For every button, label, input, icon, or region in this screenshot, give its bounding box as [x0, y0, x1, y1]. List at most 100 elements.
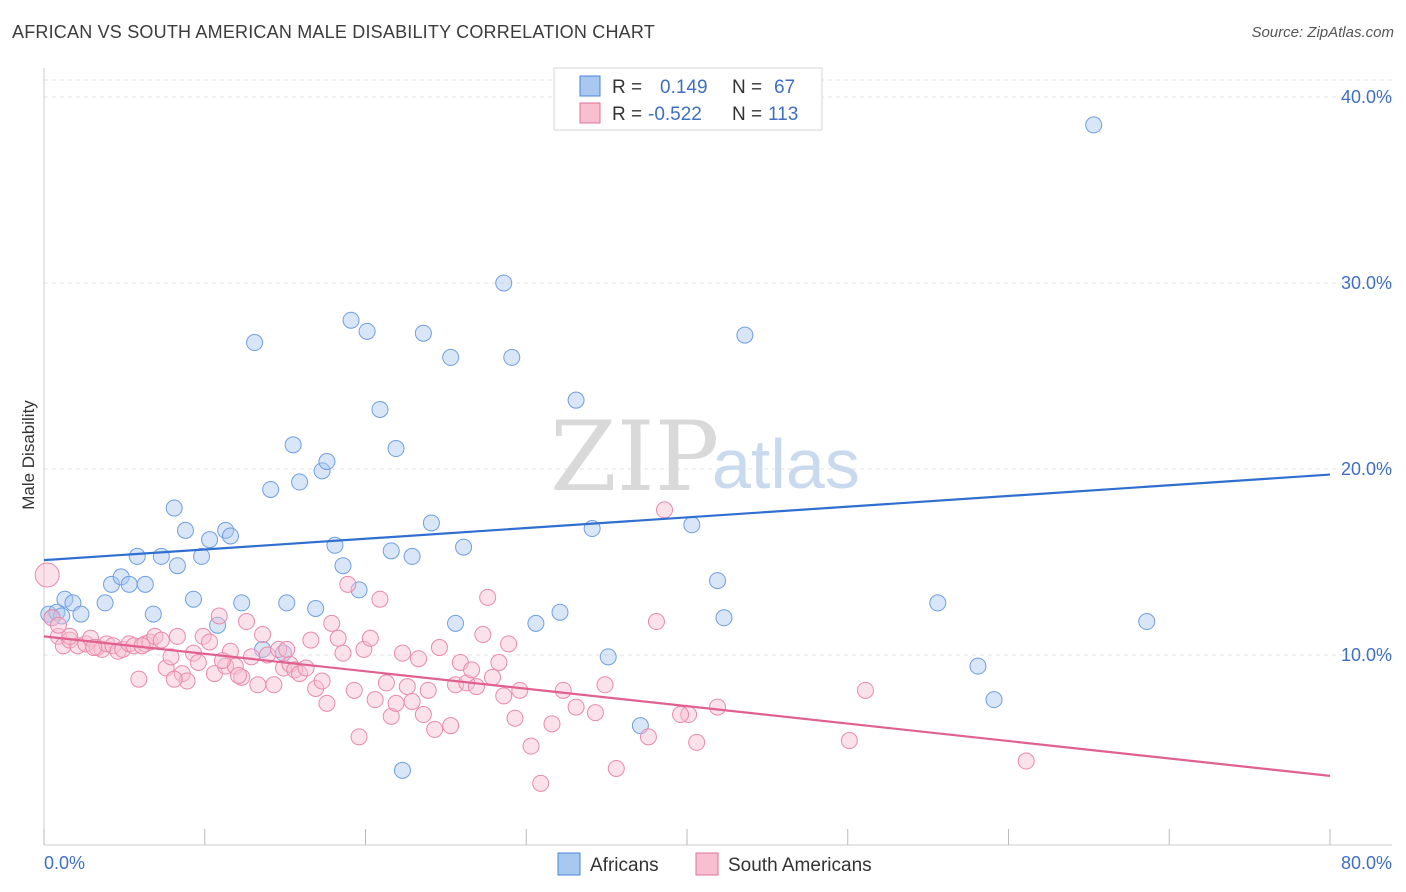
point-south-americans: [596, 676, 614, 694]
bottom-legend-swatch-africans: [557, 852, 581, 876]
point-south-americans: [500, 635, 518, 653]
point-africans: [382, 542, 400, 560]
stats-legend: R = 0.149 N = 67 R = -0.522 N = 113: [553, 67, 823, 131]
watermark-atlas: atlas: [712, 425, 860, 503]
point-south-americans: [495, 687, 513, 705]
point-south-americans: [297, 659, 315, 677]
legend-n-label-africans: N =: [732, 77, 762, 98]
point-south-americans: [430, 639, 448, 657]
point-africans: [393, 761, 411, 779]
point-south-americans: [49, 616, 67, 634]
y-tick-labels: 10.0% 20.0% 30.0% 40.0%: [1341, 87, 1392, 665]
point-south-americans: [371, 590, 389, 608]
legend-n-value-africans: 67: [774, 77, 795, 98]
point-africans: [136, 575, 154, 593]
point-south-americans: [302, 631, 320, 649]
point-south-americans: [265, 676, 283, 694]
point-south-americans: [414, 706, 432, 724]
point-south-americans: [474, 626, 492, 644]
point-africans: [387, 440, 405, 458]
point-south-americans: [639, 728, 657, 746]
watermark-zip: ZIP: [550, 401, 719, 513]
point-south-americans: [242, 648, 260, 666]
point-africans: [985, 691, 1003, 709]
axes: [43, 68, 1392, 846]
point-south-americans: [318, 694, 336, 712]
point-africans: [422, 514, 440, 532]
point-south-americans: [130, 670, 148, 688]
point-africans: [715, 609, 733, 627]
point-africans: [495, 274, 513, 292]
point-south-americans: [85, 639, 103, 657]
point-south-americans: [554, 681, 572, 699]
point-south-americans: [467, 678, 485, 696]
x-tick-labels: 0.0% 80.0%: [44, 853, 1392, 873]
legend-swatch-south-americans: [579, 102, 601, 124]
point-south-americans: [201, 633, 219, 651]
point-africans: [503, 348, 521, 366]
x-tick-label: 80.0%: [1341, 853, 1392, 873]
legend-swatch-africans: [579, 75, 601, 97]
trend-lines: [43, 473, 1331, 777]
point-south-americans: [709, 698, 727, 716]
point-africans: [165, 499, 183, 517]
point-south-americans: [567, 698, 585, 716]
trendline-africans: [43, 473, 1331, 562]
point-africans: [455, 538, 473, 556]
point-africans: [201, 531, 219, 549]
point-africans: [318, 453, 336, 471]
point-africans: [551, 603, 569, 621]
y-tick-label: 30.0%: [1341, 273, 1392, 293]
point-africans: [307, 600, 325, 617]
point-africans: [144, 605, 162, 623]
y-tick-label: 10.0%: [1341, 645, 1392, 665]
legend-r-label-south-americans: R =: [612, 104, 642, 125]
point-south-americans: [249, 676, 267, 694]
bottom-legend-label-africans: Africans: [590, 855, 659, 876]
point-africans: [184, 590, 202, 608]
point-south-americans: [586, 704, 604, 722]
point-africans: [217, 521, 235, 539]
point-africans: [342, 311, 360, 329]
legend-n-value-south-americans: 113: [768, 104, 798, 125]
point-south-americans: [366, 691, 384, 709]
point-south-americans: [393, 644, 411, 662]
point-south-americans: [291, 665, 309, 683]
bottom-legend-label-south-americans: South Americans: [728, 855, 872, 876]
legend-r-value-south-americans: -0.522: [648, 104, 702, 125]
point-africans: [246, 334, 264, 352]
point-africans: [371, 400, 389, 418]
point-south-americans: [463, 661, 481, 679]
point-south-americans: [511, 681, 529, 699]
point-africans: [193, 547, 211, 565]
point-africans: [709, 572, 727, 590]
point-south-americans: [34, 562, 60, 588]
point-africans: [221, 527, 239, 545]
point-africans: [969, 657, 987, 675]
point-africans: [152, 547, 170, 565]
point-south-americans: [329, 629, 347, 647]
point-south-americans: [278, 640, 296, 658]
point-south-americans: [152, 631, 170, 649]
point-south-americans: [522, 737, 540, 755]
point-south-americans: [377, 674, 395, 692]
source-label: Source: ZipAtlas.com: [1251, 24, 1394, 41]
point-africans: [291, 473, 309, 491]
point-africans: [278, 594, 296, 612]
point-south-americans: [672, 706, 690, 724]
point-africans: [233, 594, 251, 612]
point-africans: [447, 614, 465, 632]
point-south-americans: [426, 720, 444, 738]
point-africans: [120, 575, 138, 593]
data-points: [34, 116, 1156, 792]
point-africans: [350, 581, 368, 599]
point-africans: [56, 590, 74, 608]
point-south-americans: [382, 707, 400, 725]
point-south-americans: [230, 666, 248, 684]
point-south-americans: [238, 613, 256, 631]
grid-lines: [44, 79, 1392, 656]
point-south-americans: [168, 627, 186, 645]
point-south-americans: [361, 629, 379, 647]
point-south-americans: [479, 588, 497, 606]
point-africans: [358, 322, 376, 340]
